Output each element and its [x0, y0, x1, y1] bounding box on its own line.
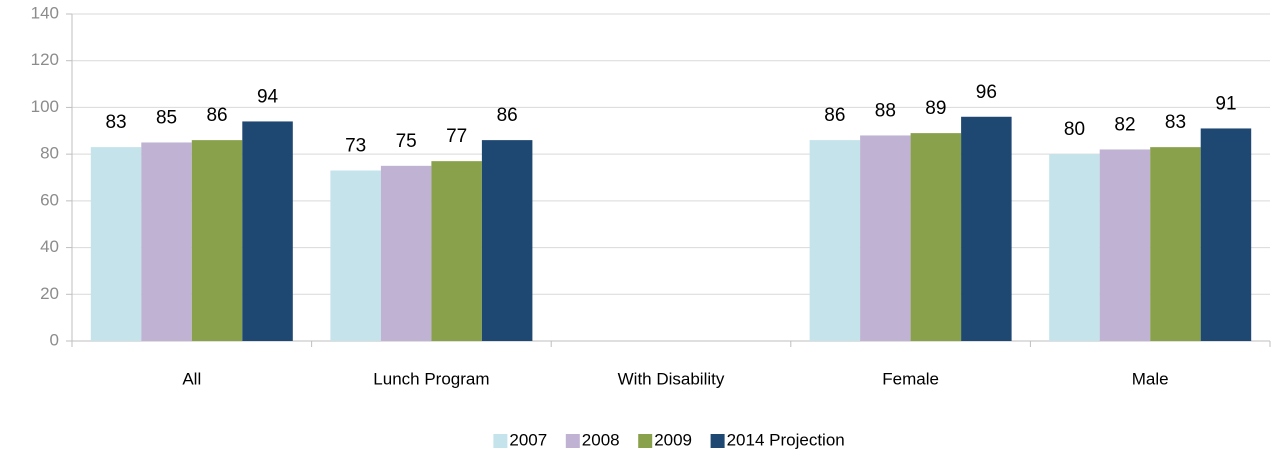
- legend-label: 2007: [509, 430, 547, 449]
- bar: [809, 140, 861, 341]
- bar: [90, 147, 142, 341]
- bar: [431, 161, 482, 341]
- y-tick-label: 60: [40, 190, 59, 209]
- bar: [380, 165, 432, 341]
- bar: [1049, 154, 1100, 341]
- data-label: 89: [925, 98, 946, 119]
- bar: [242, 121, 293, 341]
- legend-swatch: [710, 434, 725, 448]
- y-tick-label: 80: [40, 144, 59, 163]
- data-label: 88: [875, 100, 896, 121]
- legend-swatch: [638, 434, 653, 448]
- legend-label: 2008: [582, 430, 620, 449]
- data-label: 94: [257, 86, 279, 107]
- bar: [1200, 128, 1252, 341]
- legend-label: 2009: [654, 430, 692, 449]
- data-label: 96: [976, 82, 997, 103]
- legend-swatch: [493, 434, 508, 448]
- bar: [1150, 147, 1201, 341]
- y-tick-label: 20: [40, 284, 59, 303]
- data-label: 73: [345, 136, 366, 157]
- bar: [961, 116, 1012, 342]
- data-label: 83: [1165, 112, 1186, 133]
- y-tick-label: 120: [31, 50, 59, 69]
- data-label: 86: [824, 105, 845, 126]
- data-label: 82: [1114, 114, 1135, 135]
- bar: [481, 140, 533, 341]
- x-tick-label: Lunch Program: [373, 369, 489, 388]
- bar: [910, 133, 962, 341]
- x-tick-label: Female: [882, 369, 939, 388]
- x-tick-label: Male: [1132, 369, 1169, 388]
- data-label: 86: [206, 105, 227, 126]
- data-label: 91: [1215, 93, 1236, 114]
- bar: [330, 170, 381, 341]
- data-label: 83: [105, 112, 126, 133]
- y-tick-label: 0: [50, 330, 59, 349]
- bar: [1099, 149, 1151, 341]
- data-label: 80: [1064, 119, 1085, 140]
- x-tick-label: All: [182, 369, 201, 388]
- legend-swatch: [565, 434, 580, 448]
- y-tick-label: 100: [31, 97, 59, 116]
- y-tick-label: 40: [40, 237, 59, 256]
- data-label: 86: [497, 105, 518, 126]
- data-label: 77: [446, 126, 467, 147]
- data-label: 75: [396, 131, 417, 152]
- bar: [141, 142, 192, 341]
- x-tick-label: With Disability: [618, 369, 725, 388]
- data-label: 85: [156, 107, 177, 128]
- y-tick-label: 140: [31, 3, 59, 22]
- legend-label: 2014 Projection: [727, 430, 845, 449]
- bar: [860, 135, 911, 341]
- bar: [191, 140, 243, 341]
